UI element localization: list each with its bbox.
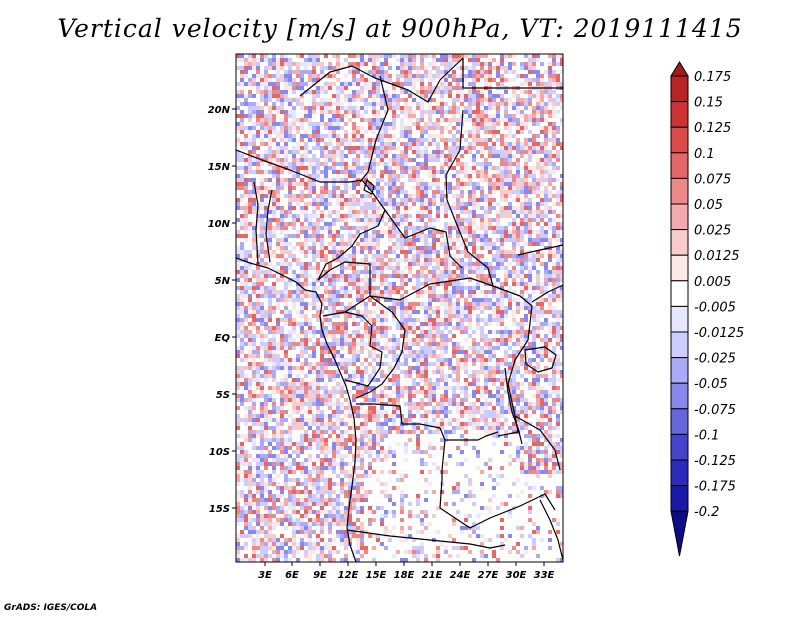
border-nigeria-east bbox=[317, 179, 386, 281]
lon-label: 18E bbox=[394, 570, 415, 581]
colorbar-segment bbox=[670, 152, 689, 179]
colorbar: 0.175 0.15 0.125 0.1 0.075 0.05 0.025 0.0125 0.0… bbox=[670, 61, 744, 557]
lake-victoria bbox=[524, 346, 557, 373]
lon-label: 21E bbox=[422, 570, 443, 581]
border-cameroon-south bbox=[317, 261, 371, 313]
colorbar-label: -0.025 bbox=[694, 352, 736, 367]
lat-label: 15S bbox=[209, 504, 230, 515]
colorbar-segment bbox=[670, 357, 689, 384]
country-borders bbox=[236, 57, 563, 562]
lon-label: 3E bbox=[258, 570, 272, 581]
colorbar-label: -0.175 bbox=[694, 480, 736, 495]
colorbar-segment bbox=[670, 382, 689, 410]
border-niger-chad bbox=[359, 75, 389, 183]
border-niger-south bbox=[236, 149, 363, 183]
velocity-field bbox=[236, 54, 563, 562]
border-car-north bbox=[384, 209, 463, 269]
colorbar-label: -0.05 bbox=[694, 377, 728, 392]
latitude-axis: 20N 15N 10N 5N EQ 5S 10S 15S bbox=[208, 105, 236, 515]
colorbar-label: 0.05 bbox=[694, 198, 723, 213]
border-tanzania bbox=[514, 415, 561, 471]
lon-label: 33E bbox=[534, 570, 555, 581]
border-uganda-kenya bbox=[531, 284, 563, 303]
lat-label: 5N bbox=[215, 276, 231, 287]
border-angola-namibia bbox=[346, 529, 506, 549]
colorbar-label: -0.075 bbox=[694, 403, 736, 418]
colorbar-segment bbox=[670, 254, 689, 282]
border-chad-sudan bbox=[445, 109, 494, 287]
colorbar-label: -0.2 bbox=[694, 505, 719, 520]
lon-label: 30E bbox=[506, 570, 527, 581]
grads-credit: GrADS: IGES/COLA bbox=[4, 603, 98, 613]
colorbar-label: -0.1 bbox=[694, 428, 719, 443]
border-gabon bbox=[322, 311, 383, 387]
border-angola-zambia bbox=[439, 439, 556, 529]
lon-label: 15E bbox=[366, 570, 387, 581]
lat-label: 5S bbox=[216, 390, 230, 401]
lon-label: 12E bbox=[338, 570, 359, 581]
colorbar-segment bbox=[670, 203, 689, 231]
colorbar-label: 0.075 bbox=[694, 172, 731, 187]
border-nigeria-west bbox=[265, 189, 273, 263]
lon-label: 24E bbox=[450, 570, 471, 581]
lat-label: 15N bbox=[208, 162, 231, 173]
lon-label: 27E bbox=[478, 570, 499, 581]
coastline bbox=[236, 257, 357, 562]
lon-label: 9E bbox=[313, 570, 327, 581]
colorbar-segment bbox=[670, 101, 689, 128]
longitude-axis: 3E 6E 9E 12E 15E 18E 21E 24E 27E 30E 33E bbox=[258, 562, 555, 581]
border-zambia-malawi bbox=[539, 499, 563, 561]
colorbar-segment bbox=[670, 126, 689, 154]
colorbar-label: 0.15 bbox=[694, 96, 723, 111]
lake-tanganyika bbox=[504, 367, 523, 445]
map-frame bbox=[235, 53, 564, 563]
colorbar-segment bbox=[670, 459, 689, 487]
colorbar-segment bbox=[670, 177, 689, 205]
lon-label: 6E bbox=[285, 570, 299, 581]
border-drc-angola bbox=[356, 403, 499, 441]
border-libya-niger bbox=[299, 57, 464, 103]
colorbar-label: 0.175 bbox=[694, 70, 731, 85]
lat-label: 10S bbox=[209, 447, 230, 458]
colorbar-label: 0.005 bbox=[694, 275, 731, 290]
lake-chad bbox=[363, 179, 375, 195]
colorbar-label: -0.005 bbox=[694, 300, 736, 315]
border-drc-east bbox=[497, 295, 533, 437]
border-sudan-north bbox=[462, 58, 563, 89]
border-benin bbox=[253, 181, 259, 265]
colorbar-label: 0.125 bbox=[694, 121, 731, 136]
colorbar-label: 0.0125 bbox=[694, 249, 740, 264]
colorbar-segment bbox=[670, 433, 689, 461]
border-ethiopia bbox=[517, 244, 563, 256]
map-title: Vertical velocity [m/s] at 900hPa, VT: 2… bbox=[57, 14, 743, 43]
colorbar-label: -0.0125 bbox=[694, 326, 744, 341]
colorbar-label: -0.125 bbox=[694, 454, 736, 469]
colorbar-segment bbox=[670, 229, 689, 256]
colorbar-segment bbox=[670, 485, 689, 512]
colorbar-segment bbox=[670, 305, 689, 333]
colorbar-label: 0.025 bbox=[694, 224, 731, 239]
colorbar-bottom-triangle bbox=[670, 510, 689, 557]
colorbar-segment bbox=[670, 280, 689, 307]
border-congo-drc bbox=[355, 295, 406, 399]
colorbar-segment bbox=[670, 75, 689, 103]
border-car-south bbox=[369, 277, 521, 301]
lat-label: 20N bbox=[208, 105, 231, 116]
colorbar-label: 0.1 bbox=[694, 147, 715, 162]
colorbar-segment bbox=[670, 331, 689, 359]
lat-label: EQ bbox=[215, 333, 231, 344]
colorbar-top-triangle bbox=[670, 61, 689, 77]
lat-label: 10N bbox=[208, 219, 231, 230]
colorbar-segment bbox=[670, 408, 689, 435]
